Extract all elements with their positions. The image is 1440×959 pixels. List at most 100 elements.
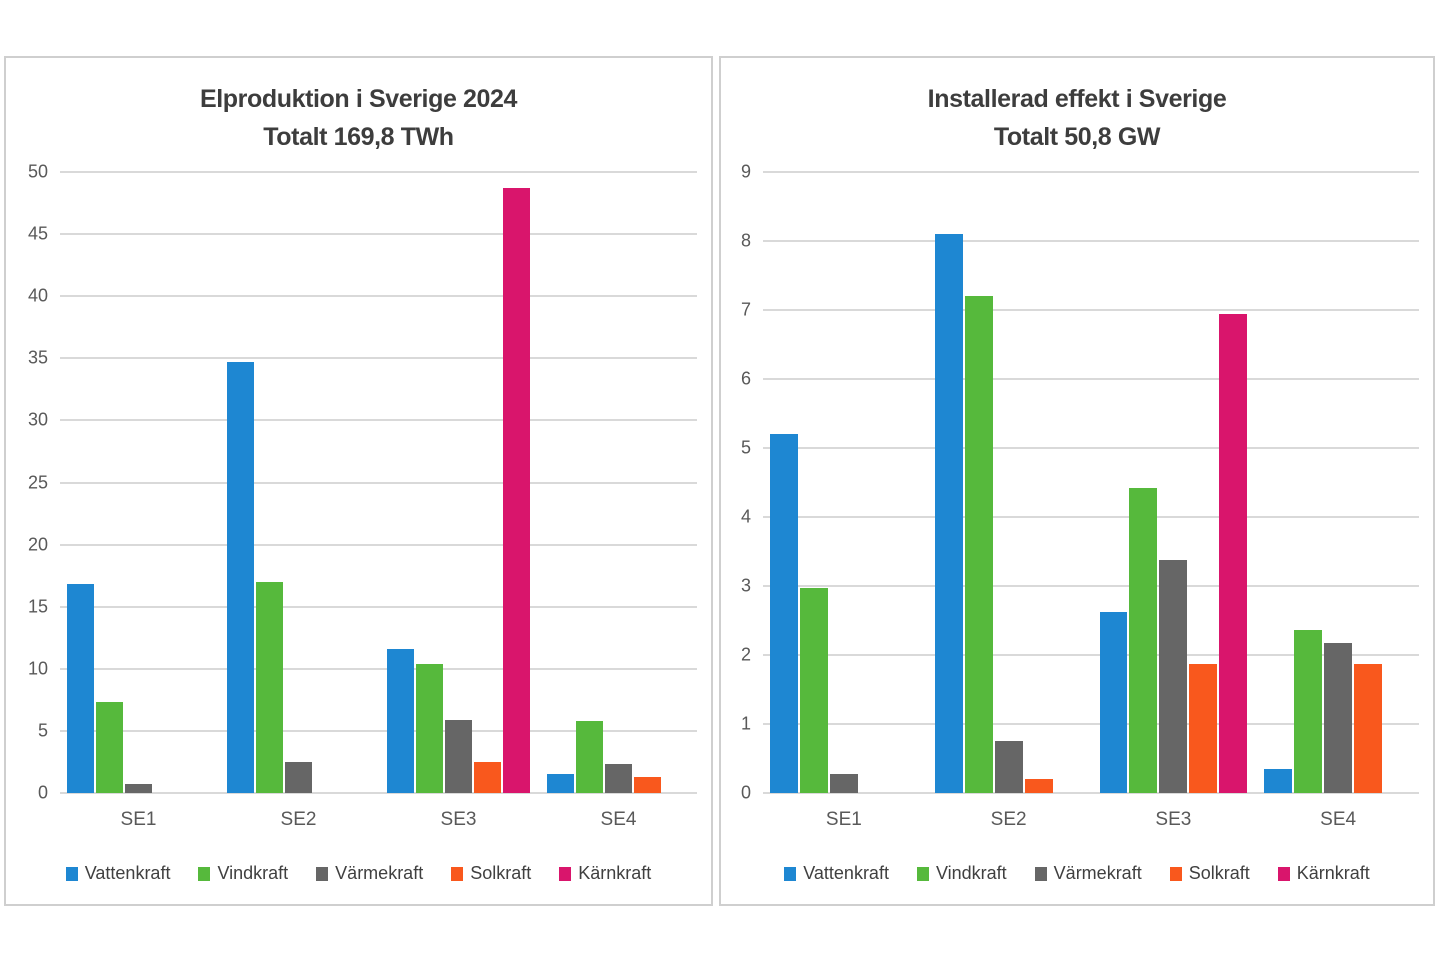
y-tick-15: 15 — [27, 596, 48, 617]
legend-label-vindkraft: Vindkraft — [935, 863, 1007, 883]
x-category-se2: SE2 — [280, 809, 317, 830]
bar-slot — [663, 172, 690, 793]
legend-item-vindkraft: Vindkraft — [198, 863, 288, 884]
legend-label-solkraft: Solkraft — [470, 863, 532, 883]
bar-slot — [1384, 172, 1412, 793]
bar-vattenkraft-se1 — [770, 434, 798, 793]
legend-label-kärnkraft: Kärnkraft — [1296, 863, 1370, 883]
bar-slot — [256, 172, 283, 793]
bar-kärnkraft-se3 — [1219, 314, 1248, 793]
legend-swatch-kärnkraft — [559, 866, 572, 881]
y-tick-25: 25 — [27, 472, 48, 492]
bar-slot — [634, 172, 661, 793]
bar-slot — [994, 172, 1023, 793]
bar-vattenkraft-se2 — [934, 234, 963, 793]
legend-item-värmekraft: Värmekraft — [1034, 863, 1142, 884]
gridline-15 — [60, 605, 697, 608]
plot-area — [60, 171, 697, 794]
legend-item-värmekraft: Värmekraft — [316, 863, 423, 884]
bar-värmekraft-se2 — [994, 740, 1023, 793]
bar-slot — [1159, 172, 1188, 793]
y-tick-20: 20 — [27, 534, 48, 555]
gridline-3 — [763, 585, 1419, 587]
bar-vindkraft-se1 — [799, 588, 828, 793]
bar-vindkraft-se3 — [1129, 488, 1158, 793]
bar-slot — [829, 172, 858, 793]
bar-vindkraft-se1 — [96, 702, 123, 793]
bar-slot — [503, 172, 530, 793]
legend-label-värmekraft: Värmekraft — [1053, 863, 1142, 883]
legend-label-vindkraft: Vindkraft — [217, 863, 289, 883]
x-axis: SE1 SE2 SE3 SE4 — [60, 809, 697, 831]
gridline-50 — [60, 171, 697, 173]
legend-item-solkraft: Solkraft — [1169, 863, 1250, 884]
bar-vattenkraft-se3 — [387, 648, 414, 793]
y-tick-8: 8 — [740, 230, 751, 251]
gridline-20 — [60, 543, 697, 546]
bar-solkraft-se3 — [1189, 663, 1218, 793]
bar-slot — [1219, 172, 1248, 793]
legend-label-vattenkraft: Vattenkraft — [803, 863, 889, 883]
bar-slot — [285, 172, 312, 793]
gridline-8 — [763, 240, 1419, 243]
bar-värmekraft-se1 — [829, 774, 858, 793]
bar-group-se4 — [1264, 172, 1412, 793]
chart-title: Elproduktion i Sverige 2024 — [199, 85, 518, 113]
bar-group-se2 — [227, 172, 370, 793]
bar-värmekraft-se3 — [1159, 560, 1188, 793]
legend-item-kärnkraft: Kärnkraft — [559, 863, 651, 884]
gridline-1 — [763, 723, 1419, 726]
y-tick-45: 45 — [27, 223, 48, 244]
bar-group-se2 — [934, 172, 1083, 793]
chart-subtitle: Totalt 169,8 TWh — [263, 123, 454, 151]
legend-swatch-värmekraft — [1034, 866, 1047, 881]
gridline-2 — [763, 654, 1419, 657]
bar-vindkraft-se4 — [576, 720, 603, 793]
x-category-se1: SE1 — [120, 809, 157, 830]
bar-slot — [183, 172, 210, 793]
bar-slot — [547, 172, 574, 793]
bar-vindkraft-se2 — [964, 296, 993, 793]
gridline-9 — [763, 171, 1419, 173]
bar-slot — [314, 172, 341, 793]
bar-vindkraft-se2 — [256, 581, 283, 793]
y-tick-3: 3 — [740, 575, 751, 596]
bar-slot — [1324, 172, 1353, 793]
bar-slot — [125, 172, 152, 793]
bar-slot — [1264, 172, 1293, 793]
legend: Vattenkraft Vindkraft Värmekraft Solkraft Kä… — [721, 863, 1433, 884]
bar-värmekraft-se2 — [285, 761, 312, 793]
gridline-0 — [763, 792, 1419, 794]
bar-slot — [934, 172, 963, 793]
chart-title-block: Elproduktion i Sverige 2024 Totalt 169,8… — [6, 80, 711, 156]
bar-värmekraft-se3 — [445, 719, 472, 793]
legend-swatch-vattenkraft — [65, 866, 78, 881]
legend-swatch-vattenkraft — [784, 866, 797, 881]
bar-slot — [96, 172, 123, 793]
x-axis: SE1 SE2 SE3 SE4 — [763, 809, 1419, 831]
bar-vattenkraft-se4 — [1264, 768, 1293, 793]
legend-swatch-solkraft — [451, 866, 464, 881]
legend-swatch-värmekraft — [316, 866, 329, 881]
bar-slot — [770, 172, 798, 793]
x-category-se1: SE1 — [825, 809, 862, 830]
y-tick-30: 30 — [27, 409, 48, 430]
chart-title: Installerad effekt i Sverige — [927, 85, 1227, 113]
legend-swatch-kärnkraft — [1277, 866, 1290, 881]
y-tick-4: 4 — [740, 506, 751, 527]
bar-group-se1 — [67, 172, 210, 793]
legend-label-kärnkraft: Kärnkraft — [578, 863, 652, 883]
bar-slot — [860, 172, 888, 793]
y-tick-9: 9 — [740, 161, 751, 182]
bar-solkraft-se3 — [474, 761, 501, 793]
gridline-5 — [763, 447, 1419, 449]
bar-slot — [1129, 172, 1158, 793]
bar-slot — [416, 172, 443, 793]
y-tick-2: 2 — [740, 644, 751, 665]
legend-swatch-vindkraft — [916, 866, 929, 881]
y-tick-1: 1 — [740, 713, 751, 734]
bar-slot — [1024, 172, 1053, 793]
gridline-4 — [763, 516, 1419, 519]
bar-slot — [1055, 172, 1083, 793]
bar-slot — [576, 172, 603, 793]
